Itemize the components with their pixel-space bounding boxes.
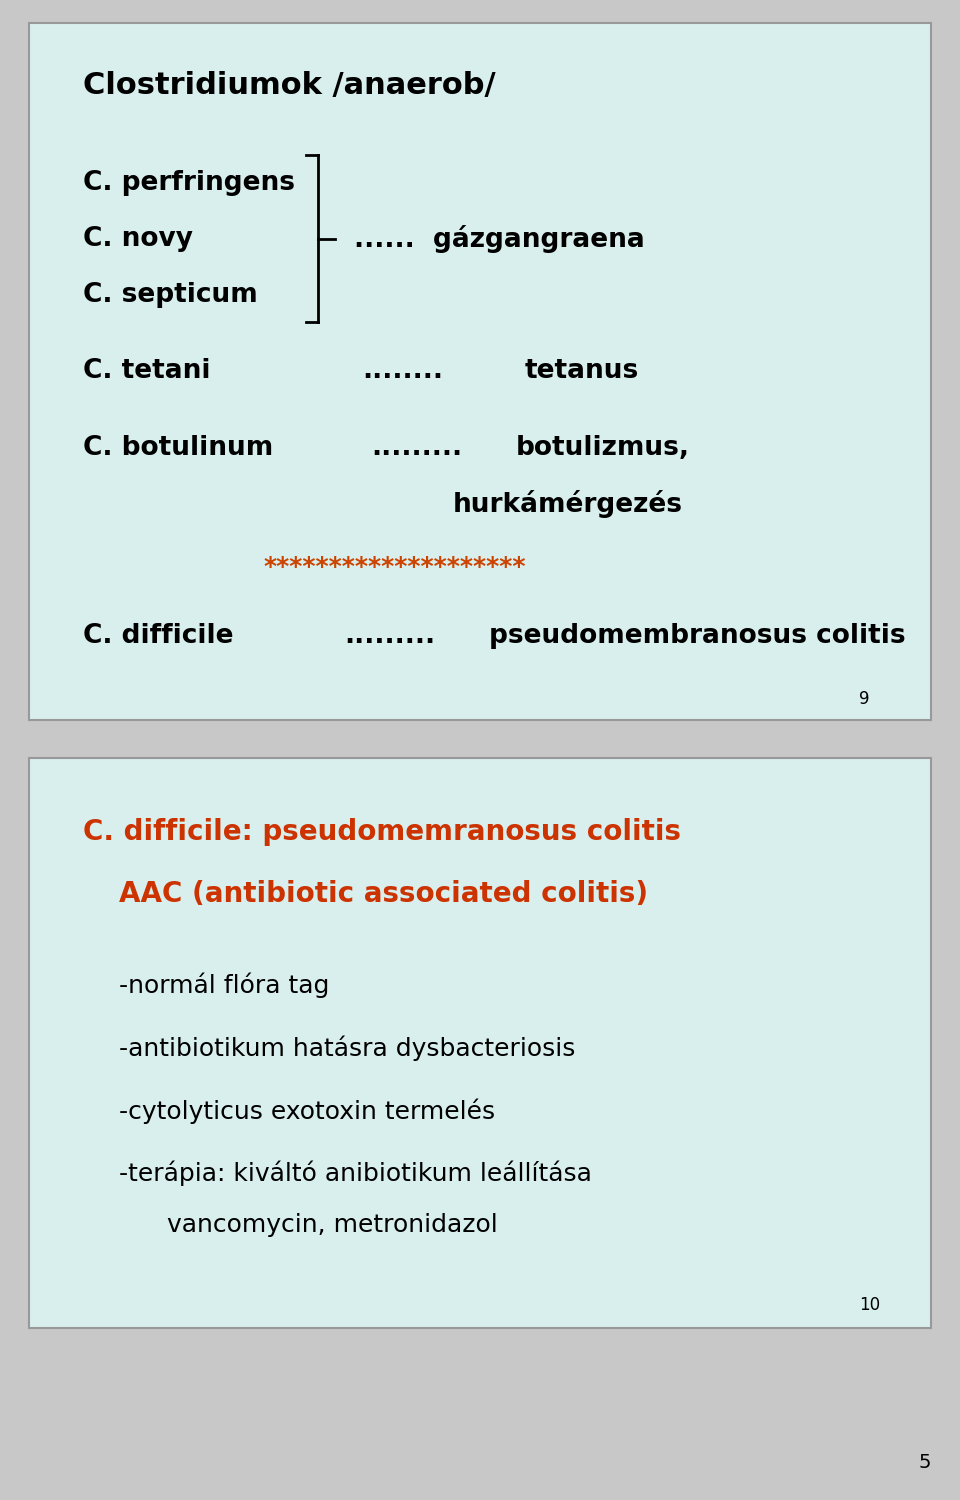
Text: Clostridiumok /anaerob/: Clostridiumok /anaerob/ bbox=[83, 70, 495, 100]
Text: C. tetani: C. tetani bbox=[83, 358, 210, 384]
Text: 5: 5 bbox=[919, 1454, 931, 1472]
Bar bbox=[29, 758, 931, 1328]
Text: -normál flóra tag: -normál flóra tag bbox=[119, 974, 329, 999]
Text: ......  gázgangraena: ...... gázgangraena bbox=[353, 225, 644, 252]
Text: hurkámérgezés: hurkámérgezés bbox=[453, 490, 683, 517]
Text: C. septicum: C. septicum bbox=[83, 282, 257, 308]
Text: ........: ........ bbox=[363, 358, 444, 384]
Text: 9: 9 bbox=[859, 690, 870, 708]
Text: vancomycin, metronidazol: vancomycin, metronidazol bbox=[119, 1214, 498, 1237]
Text: -antibiotikum hatásra dysbacteriosis: -antibiotikum hatásra dysbacteriosis bbox=[119, 1035, 575, 1060]
Text: -terápia: kiváltó anibiotikum leállítása: -terápia: kiváltó anibiotikum leállítása bbox=[119, 1161, 592, 1186]
Text: botulizmus,: botulizmus, bbox=[516, 435, 690, 460]
Text: .........: ......... bbox=[372, 435, 463, 460]
Text: tetanus: tetanus bbox=[525, 358, 639, 384]
Text: 10: 10 bbox=[859, 1296, 880, 1314]
Text: .........: ......... bbox=[345, 624, 436, 650]
Text: C. novy: C. novy bbox=[83, 225, 193, 252]
Text: C. difficile: C. difficile bbox=[83, 624, 233, 650]
Text: ********************: ******************** bbox=[263, 555, 526, 579]
Text: C. botulinum: C. botulinum bbox=[83, 435, 274, 460]
Text: C. perfringens: C. perfringens bbox=[83, 170, 295, 196]
Text: AAC (antibiotic associated colitis): AAC (antibiotic associated colitis) bbox=[119, 880, 648, 909]
Text: -cytolyticus exotoxin termelés: -cytolyticus exotoxin termelés bbox=[119, 1098, 495, 1124]
Text: pseudomembranosus colitis: pseudomembranosus colitis bbox=[489, 624, 905, 650]
Bar bbox=[29, 22, 931, 720]
Text: C. difficile: pseudomemranosus colitis: C. difficile: pseudomemranosus colitis bbox=[83, 818, 681, 846]
